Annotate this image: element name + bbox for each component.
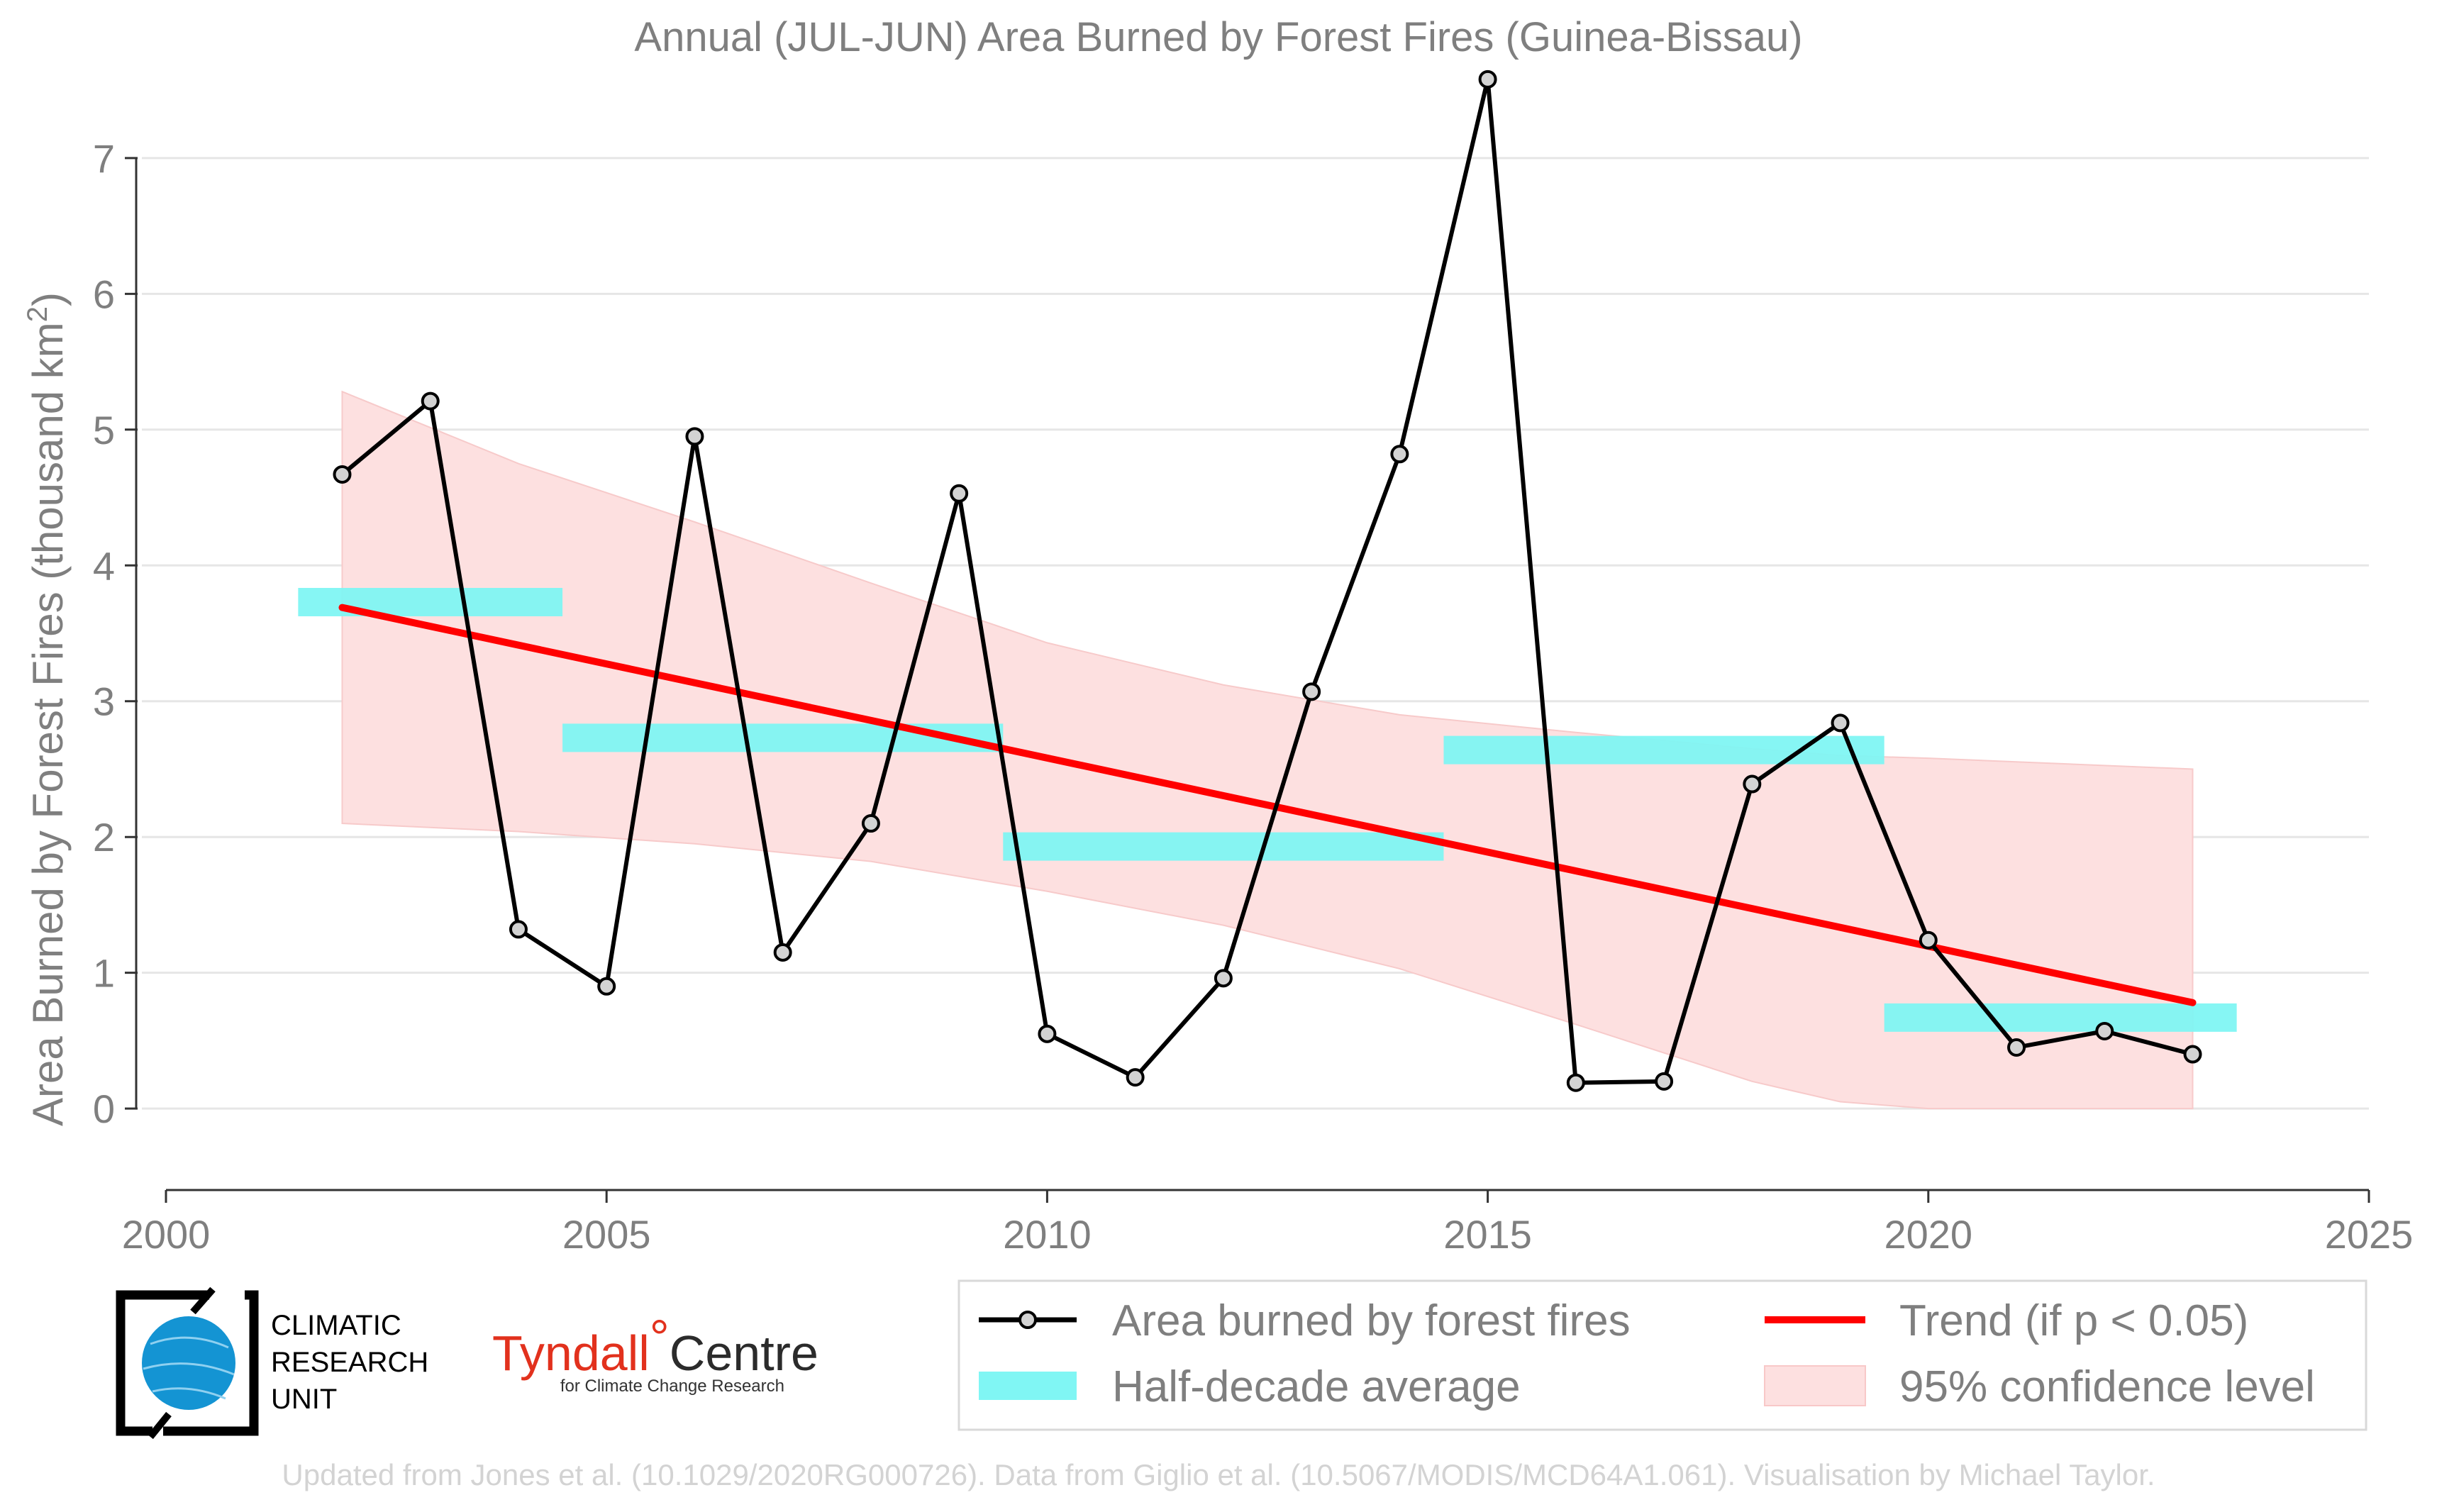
y-tick-label: 7 — [93, 136, 115, 181]
y-tick-label: 1 — [93, 951, 115, 996]
cru-slash-top — [190, 1286, 216, 1315]
tyndall-title: Tyndall°Centre — [492, 1310, 818, 1381]
globe-lines-icon — [143, 1336, 235, 1400]
y-tick-label: 4 — [93, 543, 115, 588]
x-tick-label: 2015 — [1443, 1212, 1532, 1257]
tyndall-logo: Tyndall°Centre for Climate Change Resear… — [492, 1310, 818, 1396]
y-tick-label: 3 — [93, 679, 115, 724]
axes: 0 1 2 3 4 5 6 7 2000 2005 2010 2015 2020 2025 — [93, 136, 2413, 1257]
legend-halfdecade-label: Half-decade average — [1112, 1362, 1521, 1411]
confidence-band-layer — [341, 390, 2194, 1110]
data-point — [1831, 713, 1850, 733]
data-point — [1038, 1024, 1057, 1043]
data-point — [685, 427, 704, 446]
data-point — [333, 465, 352, 484]
data-point — [2183, 1045, 2202, 1064]
data-point — [1214, 969, 1233, 988]
y-tick-label: 2 — [93, 815, 115, 860]
legend: Area burned by forest fires Trend (if p … — [957, 1279, 2367, 1431]
trend-line — [338, 604, 2197, 1006]
data-point — [1566, 1073, 1585, 1092]
x-tick-label: 2020 — [1884, 1212, 1973, 1257]
confidence-band — [341, 390, 2194, 1110]
legend-confidence-label: 95% confidence level — [1899, 1362, 2315, 1411]
cru-slash-bottom — [148, 1411, 172, 1440]
x-tick-label: 2005 — [562, 1212, 651, 1257]
data-point — [1743, 774, 1762, 794]
data-point — [1919, 930, 1938, 950]
data-point — [2095, 1021, 2114, 1040]
footer-credits: Updated from Jones et al. (10.1029/2020R… — [282, 1458, 2155, 1491]
cru-text-line2: RESEARCH — [271, 1347, 428, 1378]
data-point — [1655, 1072, 1674, 1091]
trend-layer — [338, 604, 2197, 1006]
x-tick-label: 2025 — [2325, 1212, 2414, 1257]
data-point — [1126, 1068, 1145, 1087]
y-tick-label: 0 — [93, 1086, 115, 1131]
cru-bracket-left — [116, 1290, 209, 1436]
data-point — [1302, 682, 1321, 701]
data-point — [597, 977, 616, 996]
fire-series-layer — [333, 70, 2202, 1092]
data-point — [421, 391, 440, 411]
legend-confidence-swatch — [1764, 1365, 1866, 1406]
data-point — [1390, 445, 1409, 464]
data-point — [861, 814, 880, 833]
legend-box — [957, 1279, 2367, 1431]
y-tick-label: 6 — [93, 272, 115, 316]
legend-fire-marker — [1018, 1311, 1037, 1329]
chart-title: Annual (JUL-JUN) Area Burned by Forest F… — [634, 14, 1802, 60]
data-point — [773, 943, 792, 962]
cru-text-line1: CLIMATIC — [271, 1310, 401, 1341]
legend-fire-label: Area burned by forest fires — [1112, 1296, 1631, 1345]
data-point — [1478, 70, 1497, 89]
legend-halfdecade-swatch — [979, 1372, 1077, 1400]
cru-bracket-right — [163, 1290, 259, 1436]
data-point — [509, 920, 528, 939]
y-axis-label: Area Burned by Forest Fires (thousand km… — [22, 292, 72, 1126]
x-tick-label: 2010 — [1003, 1212, 1092, 1257]
tyndall-subtitle: for Climate Change Research — [560, 1377, 784, 1396]
half-decade-layer — [298, 587, 2237, 1032]
legend-trend-label: Trend (if p < 0.05) — [1899, 1296, 2248, 1345]
fire-series-line — [340, 77, 2194, 1085]
data-point — [950, 484, 969, 503]
cru-text-line3: UNIT — [271, 1384, 337, 1415]
y-tick-label: 5 — [93, 408, 115, 452]
x-tick-label: 2000 — [122, 1212, 211, 1257]
cru-logo: CLIMATIC RESEARCH UNIT — [116, 1286, 428, 1440]
data-point — [2007, 1038, 2026, 1057]
